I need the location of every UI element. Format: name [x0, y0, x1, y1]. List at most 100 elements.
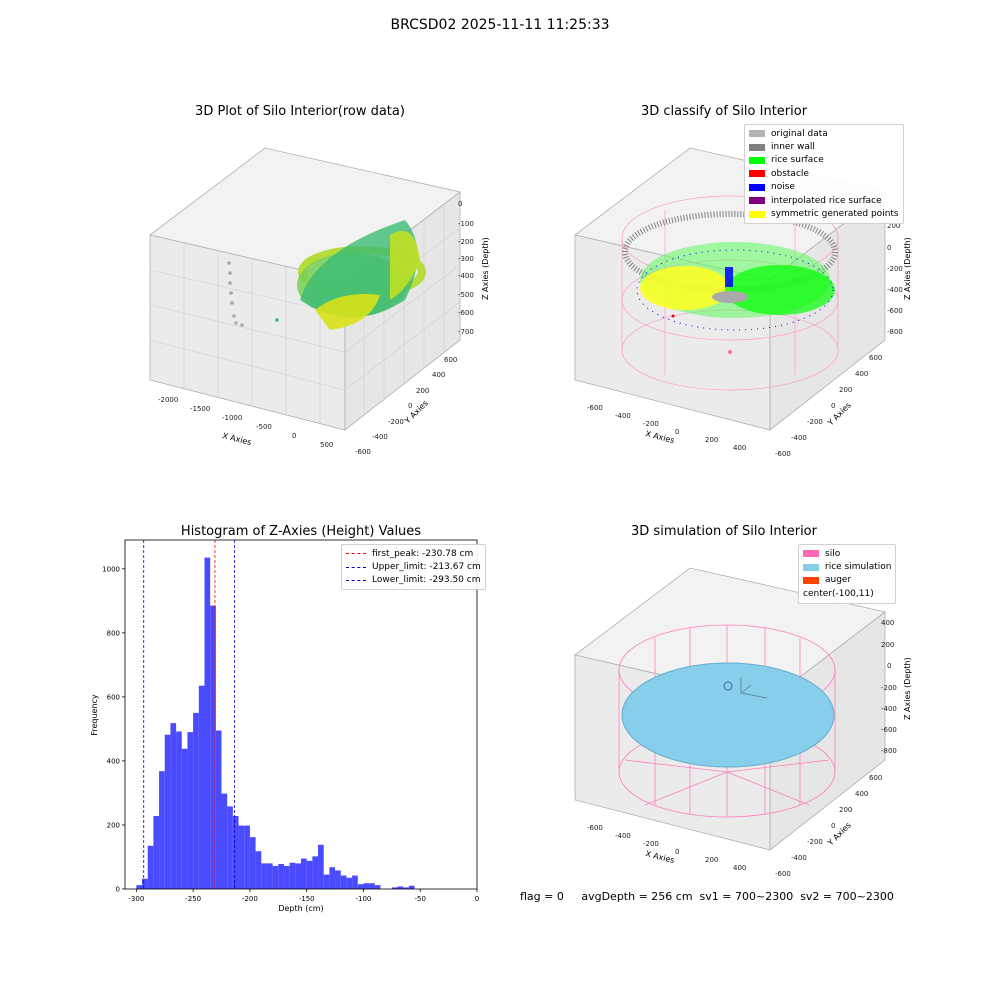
simulation-3d-plot: -600 -400 -200 0 200 400 -600 -400 -200 … [574, 567, 912, 878]
histogram-bar [346, 877, 353, 889]
svg-text:-400: -400 [615, 412, 631, 420]
svg-text:-600: -600 [887, 307, 903, 315]
svg-text:-2000: -2000 [158, 396, 178, 404]
legend-item-noise: noise [749, 181, 899, 194]
svg-text:600: 600 [869, 774, 882, 782]
sim-silo-wire [618, 624, 836, 818]
figure-title: BRCSD02 2025-11-11 11:25:33 [390, 17, 610, 33]
y-tick-label: 200 [107, 821, 120, 829]
svg-text:200: 200 [416, 387, 429, 395]
raw-x-axis-label: X Axies [222, 431, 253, 447]
legend-item-auger: auger [803, 574, 891, 587]
histogram-bar [204, 557, 211, 889]
histogram-bar [403, 887, 409, 889]
legend-item-first-peak: first_peak: -230.78 cm [346, 547, 481, 560]
x-tick-label: -300 [128, 895, 144, 903]
svg-text:400: 400 [733, 864, 746, 872]
sim-x-axis-label: X Axies [645, 849, 676, 865]
hist-y-axis-label: Frequency [90, 694, 99, 736]
classify-tick-labels: -600 -400 -200 0 200 400 -600 -400 -200 … [587, 222, 903, 458]
histogram-bar [357, 884, 364, 889]
legend-item-inner-wall: inner wall [749, 140, 899, 153]
histogram-bar [295, 863, 301, 889]
y-tick-label: 800 [107, 629, 120, 637]
histogram-bar [159, 771, 165, 889]
svg-text:400: 400 [733, 444, 746, 452]
sim-z-axis-label: Z Axies (Depth) [903, 657, 912, 720]
svg-text:500: 500 [320, 441, 333, 449]
histogram-bar [283, 865, 290, 889]
histogram-bar [323, 874, 330, 889]
histogram-y-ticks: 0 200 400 600 800 1000 [102, 565, 125, 894]
histogram-bar [306, 860, 313, 889]
histogram-chart: -300 -250 -200 -150 -100 -50 0 0 200 400 600 800 10… [90, 539, 479, 913]
svg-text:-600: -600 [587, 404, 603, 412]
svg-text:-200: -200 [458, 238, 474, 246]
auger-marker [723, 681, 733, 691]
histogram-bar [272, 865, 279, 889]
legend-item-lower-limit: Lower_limit: -293.50 cm [346, 574, 481, 587]
svg-text:-600: -600 [775, 870, 791, 878]
svg-text:-400: -400 [458, 272, 474, 280]
svg-text:400: 400 [855, 370, 868, 378]
svg-text:-700: -700 [458, 328, 474, 336]
histogram-bar [221, 793, 228, 889]
svg-text:-400: -400 [372, 433, 388, 441]
svg-text:0: 0 [831, 402, 835, 410]
svg-text:-500: -500 [256, 423, 272, 431]
classify-z-axis-label: Z Axies (Depth) [903, 237, 912, 300]
histogram-bar [215, 730, 222, 889]
svg-text:-1000: -1000 [222, 414, 242, 422]
svg-text:-400: -400 [791, 854, 807, 862]
histogram-bar [170, 723, 177, 889]
raw-axes-frame [149, 147, 461, 431]
svg-text:0: 0 [831, 822, 835, 830]
histogram-bar [193, 712, 199, 889]
svg-text:-100: -100 [458, 220, 474, 228]
histogram-bar [301, 858, 307, 889]
svg-text:-200: -200 [887, 265, 903, 273]
svg-text:-200: -200 [881, 684, 897, 692]
x-tick-label: -200 [242, 895, 258, 903]
legend-item-interpolated: interpolated rice surface [749, 194, 899, 207]
raw-z-axis-label: Z Axies (Depth) [481, 237, 490, 300]
histogram-bar [374, 885, 381, 889]
histogram-bar [335, 870, 341, 889]
histogram-bar [318, 844, 324, 889]
svg-text:400: 400 [881, 619, 894, 627]
histogram-bar [210, 605, 216, 889]
classify-axes-frame [574, 147, 886, 431]
x-tick-label: -100 [356, 895, 372, 903]
legend-item-obstacle: obstacle [749, 167, 899, 180]
histogram-bar [363, 883, 370, 889]
svg-text:-600: -600 [881, 726, 897, 734]
histogram-bar [238, 825, 245, 889]
svg-text:-400: -400 [887, 286, 903, 294]
legend-item-symmetric: symmetric generated points [749, 207, 899, 220]
histogram-bar [249, 837, 256, 889]
svg-text:200: 200 [887, 222, 900, 230]
svg-text:600: 600 [444, 356, 457, 364]
histogram-bar [408, 885, 415, 889]
classify-3d-plot: -600 -400 -200 0 200 400 -600 -400 -200 … [574, 147, 912, 458]
x-tick-label: 0 [475, 895, 479, 903]
histogram-bar [278, 864, 284, 889]
histogram-bar [289, 862, 296, 889]
histogram-bar [391, 887, 398, 889]
histogram-bar [181, 748, 188, 889]
histogram-bar [164, 734, 171, 889]
sim-chart-title: 3D simulation of Silo Interior [631, 524, 817, 539]
x-tick-label: -150 [299, 895, 315, 903]
hist-chart-title: Histogram of Z-Axies (Height) Values [180, 524, 422, 539]
sim-tick-labels: -600 -400 -200 0 200 400 -600 -400 -200 … [587, 619, 897, 878]
svg-text:0: 0 [887, 244, 891, 252]
status-line: flag = 0 avgDepth = 256 cm sv1 = 700~230… [520, 890, 894, 903]
svg-text:-200: -200 [807, 838, 823, 846]
histogram-bar [397, 886, 404, 889]
histogram-bar [329, 867, 336, 889]
histogram-bars [136, 557, 415, 889]
hist-legend: first_peak: -230.78 cm Upper_limit: -213… [341, 544, 486, 591]
svg-text:0: 0 [675, 848, 679, 856]
histogram-bar [244, 825, 250, 889]
histogram-bar [136, 885, 143, 889]
